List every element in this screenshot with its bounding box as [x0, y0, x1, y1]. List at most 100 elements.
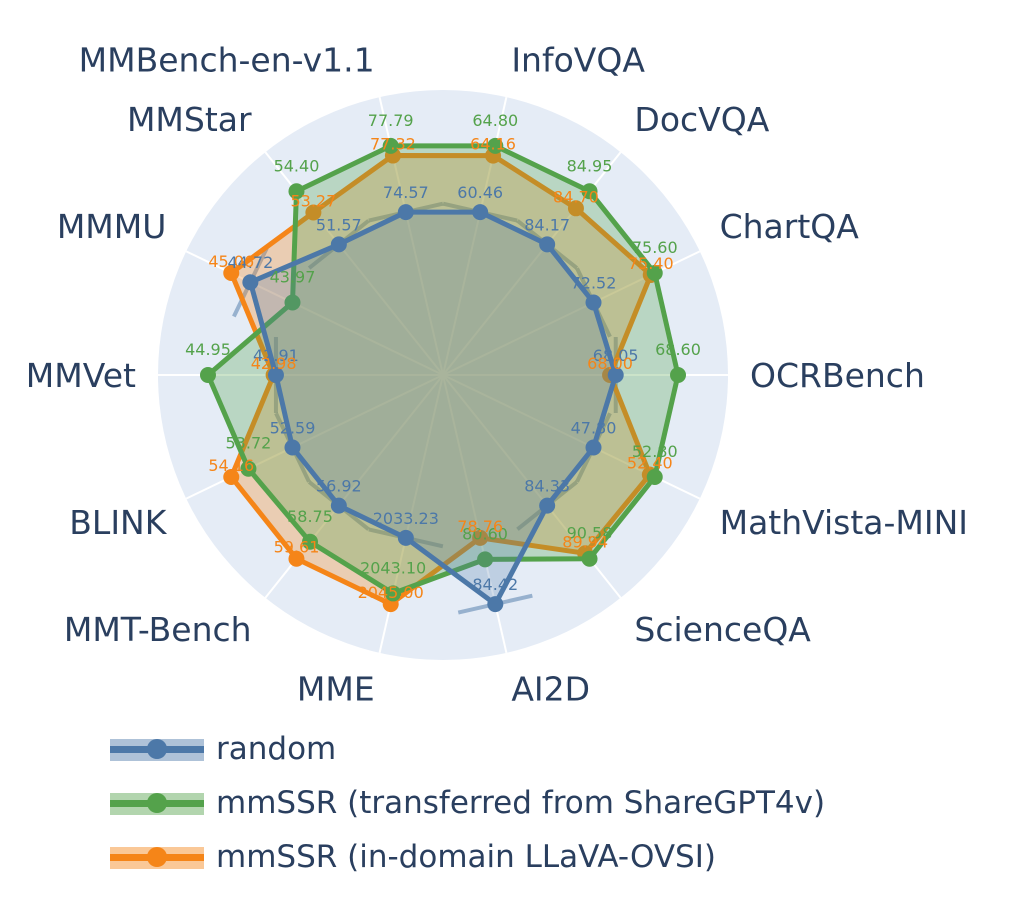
data-point	[385, 585, 402, 602]
axis-label: MathVista-MINI	[720, 503, 968, 542]
axis-label: MME	[297, 669, 375, 708]
data-label: 42.98	[251, 354, 297, 373]
data-label: 58.75	[287, 507, 333, 526]
data-label: 84.70	[553, 187, 599, 206]
data-point	[670, 367, 687, 383]
axis-label: MMT-Bench	[64, 610, 252, 649]
data-label: 54.16	[208, 456, 254, 475]
data-point	[199, 367, 216, 383]
data-point	[397, 529, 414, 546]
data-label: 56.92	[316, 477, 362, 496]
data-point	[646, 265, 663, 282]
data-point	[472, 529, 489, 546]
axis-label: AI2D	[511, 669, 590, 708]
legend-label-random: random	[216, 731, 337, 767]
axis-labels: OCRBench ChartQA DocVQA InfoVQA MMBench-en-v…	[26, 41, 968, 709]
legend-label-mmssr-transferred: mmSSR (transferred from ShareGPT4v)	[216, 785, 826, 821]
data-point	[288, 550, 305, 567]
data-point	[240, 460, 257, 477]
data-label: 51.57	[316, 215, 362, 234]
radar-chart: OCRBench ChartQA DocVQA InfoVQA MMBench-en-v…	[26, 41, 968, 709]
data-label: 52.59	[270, 418, 316, 437]
data-label: 77.79	[368, 111, 414, 130]
data-label: 44.72	[227, 253, 273, 272]
data-point	[646, 468, 663, 485]
data-point	[581, 550, 598, 567]
data-point	[302, 533, 319, 550]
legend-swatch-random	[110, 729, 204, 769]
data-label: 80.60	[462, 524, 508, 543]
data-point	[284, 294, 301, 311]
data-point	[567, 200, 584, 217]
series-layer	[199, 137, 687, 613]
data-point	[284, 439, 301, 456]
axis-label: BLINK	[69, 503, 167, 542]
data-label: 2033.23	[373, 509, 439, 528]
data-label: 68.05	[593, 346, 639, 365]
data-label: 78.76	[457, 517, 503, 536]
data-point	[581, 183, 598, 200]
data-label: 90.58	[567, 524, 613, 543]
data-label: 2043.10	[360, 558, 426, 577]
data-point	[267, 367, 284, 383]
axis-label: MMStar	[127, 100, 252, 139]
data-label: 54.40	[274, 156, 320, 175]
value-labels: 68.05 72.52 84.17 60.46 74.57 51.57 44.72 42.91…	[185, 111, 701, 602]
data-label: 84.33	[524, 477, 570, 496]
data-point	[585, 439, 602, 456]
legend: random mmSSR (transferred from ShareGPT4…	[110, 722, 825, 884]
data-point	[539, 236, 556, 253]
legend-swatch-mmssr-in-domain	[110, 837, 204, 877]
legend-swatch-mmssr-transferred	[110, 783, 204, 823]
data-point	[288, 183, 305, 200]
data-label: 47.80	[571, 418, 617, 437]
data-label: 72.52	[571, 274, 617, 293]
data-label: 64.80	[472, 111, 518, 130]
data-point	[330, 497, 347, 514]
legend-item-random[interactable]: random	[110, 722, 825, 776]
data-point	[477, 551, 494, 568]
data-point	[585, 294, 602, 311]
data-label: 44.95	[185, 340, 231, 359]
legend-label-mmssr-in-domain: mmSSR (in-domain LLaVA-OVSI)	[216, 839, 716, 875]
data-point	[487, 596, 504, 613]
axis-label: DocVQA	[634, 100, 769, 139]
axis-label: InfoVQA	[511, 41, 645, 80]
data-point	[487, 137, 504, 154]
data-label: 53.27	[290, 191, 336, 210]
data-label: 52.40	[627, 454, 673, 473]
data-label: 84.17	[524, 215, 570, 234]
axis-label: ChartQA	[720, 207, 860, 246]
axis-label: MMVet	[26, 356, 136, 395]
axis-label: MMBench-en-v1.1	[79, 41, 375, 80]
data-point	[539, 497, 556, 514]
data-point	[223, 265, 240, 282]
data-label: 60.46	[457, 183, 503, 202]
data-label: 64.16	[470, 135, 516, 154]
legend-item-mmssr-in-domain[interactable]: mmSSR (in-domain LLaVA-OVSI)	[110, 830, 825, 884]
data-label: 53.72	[226, 434, 272, 453]
data-point	[382, 137, 399, 154]
data-label: 75.40	[628, 254, 674, 273]
data-label: 43.97	[270, 268, 316, 287]
data-point	[242, 274, 259, 291]
data-label: 77.32	[370, 135, 416, 154]
data-label: 42.91	[253, 346, 299, 365]
data-label: 89.94	[562, 532, 608, 551]
axis-label: MMMU	[57, 207, 167, 246]
data-label: 84.95	[567, 156, 613, 175]
data-label: 52.80	[632, 442, 678, 461]
axis-label: ScienceQA	[634, 610, 811, 649]
data-label: 45.06	[208, 252, 254, 271]
data-label: 68.00	[587, 354, 633, 373]
data-point	[397, 204, 414, 221]
data-label: 59.61	[274, 538, 320, 557]
data-label: 2045.00	[358, 583, 424, 602]
data-point	[305, 204, 322, 221]
axis-label: OCRBench	[750, 356, 925, 395]
data-point	[223, 468, 240, 485]
data-point	[607, 367, 624, 383]
data-point	[472, 204, 489, 221]
legend-item-mmssr-transferred[interactable]: mmSSR (transferred from ShareGPT4v)	[110, 776, 825, 830]
data-point	[330, 236, 347, 253]
